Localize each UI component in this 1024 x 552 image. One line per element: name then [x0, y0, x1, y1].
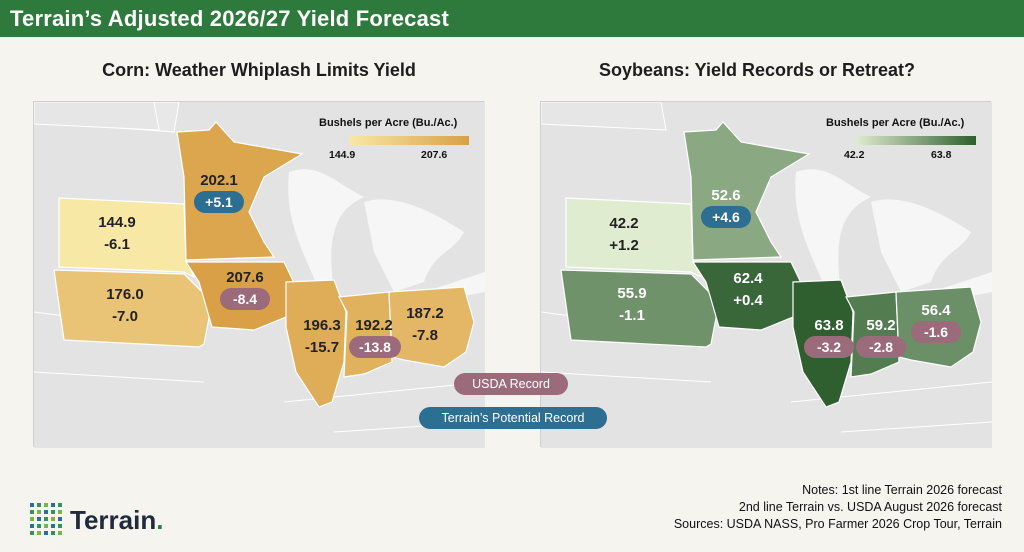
terrain-logo-icon — [30, 503, 62, 535]
soy-map-svg — [541, 102, 992, 448]
corn-mn-diff: +5.1 — [194, 191, 244, 213]
corn-il-diff: -15.7 — [304, 339, 340, 356]
corn-legend-gradient — [349, 136, 469, 145]
notes-line-1: Notes: 1st line Terrain 2026 forecast — [802, 483, 1002, 497]
soy-mn-value: 52.6 — [711, 187, 741, 204]
logo-dot — [44, 510, 48, 514]
lake-huron — [364, 199, 464, 292]
logo-dot — [37, 517, 41, 521]
logo-text: Terrain — [70, 505, 157, 535]
logo-dot — [30, 503, 34, 507]
logo-wordmark: Terrain. — [70, 505, 163, 536]
notes-block: Notes: 1st line Terrain 2026 forecast 2n… — [674, 482, 1002, 533]
corn-ia-diff: -8.4 — [220, 288, 270, 310]
corn-oh-value: 187.2 — [406, 305, 444, 322]
page-title: Terrain’s Adjusted 2026/27 Yield Forecas… — [0, 0, 1024, 37]
logo-dot — [58, 503, 62, 507]
logo-mark: . — [156, 505, 164, 535]
state-nebraska — [53, 269, 213, 348]
logo-dot — [30, 524, 34, 528]
soy-legend-title: Bushels per Acre (Bu./Ac.) — [826, 117, 965, 129]
logo-dot — [51, 510, 55, 514]
corn-sd-value: 144.9 — [98, 214, 136, 231]
state-iowa — [691, 261, 804, 331]
logo-dot — [58, 510, 62, 514]
soy-sd-value: 42.2 — [609, 215, 639, 232]
logo-dot — [30, 531, 34, 535]
notes-line-2: 2nd line Terrain vs. USDA August 2026 fo… — [738, 500, 1002, 514]
state-ohio — [388, 286, 475, 368]
corn-oh-diff: -7.8 — [412, 327, 438, 344]
nd-shape — [541, 102, 667, 131]
logo-dot — [30, 510, 34, 514]
logo-dot — [44, 517, 48, 521]
soy-ne-diff: -1.1 — [619, 307, 645, 324]
logo-dot — [51, 517, 55, 521]
soy-oh-value: 56.4 — [921, 302, 951, 319]
corn-mn-value: 202.1 — [200, 172, 238, 189]
logo-dot — [37, 524, 41, 528]
state-nebraska — [560, 269, 720, 348]
state-illinois — [285, 279, 347, 408]
corn-ia-value: 207.6 — [226, 269, 264, 286]
corn-map-svg — [34, 102, 485, 448]
soy-legend-gradient — [856, 136, 976, 145]
soy-legend-min: 42.2 — [844, 149, 865, 161]
logo-dot — [51, 524, 55, 528]
corn-map-title: Corn: Weather Whiplash Limits Yield — [102, 60, 416, 80]
logo-dot — [58, 517, 62, 521]
logo-dot — [44, 524, 48, 528]
corn-legend-title: Bushels per Acre (Bu./Ac.) — [319, 117, 458, 129]
corn-il-value: 196.3 — [303, 317, 341, 334]
logo-dot — [30, 517, 34, 521]
lake-michigan — [795, 169, 871, 302]
soy-mn-diff: +4.6 — [701, 206, 751, 228]
corn-in-value: 192.2 — [355, 317, 393, 334]
corn-legend-max: 207.6 — [421, 149, 448, 161]
soy-legend-max: 63.8 — [931, 149, 952, 161]
corn-legend-min: 144.9 — [329, 149, 356, 161]
soy-il-diff: -3.2 — [804, 336, 854, 358]
logo-dot — [44, 503, 48, 507]
soy-ia-value: 62.4 — [733, 270, 763, 287]
soy-ne-value: 55.9 — [617, 285, 647, 302]
logo-dot — [37, 531, 41, 535]
corn-in-diff: -13.8 — [349, 336, 401, 358]
soy-in-value: 59.2 — [866, 317, 896, 334]
logo-dot — [44, 531, 48, 535]
logo-dot — [37, 510, 41, 514]
state-south-dakota — [58, 197, 196, 279]
potential-record-key: Terrain’s Potential Record — [419, 407, 607, 429]
nd-shape — [34, 102, 160, 131]
corn-map: Bushels per Acre (Bu./Ac.) 144.9 207.6 2… — [33, 101, 485, 448]
logo-dot — [58, 524, 62, 528]
lake-michigan — [288, 169, 364, 302]
soy-sd-diff: +1.2 — [609, 237, 639, 254]
soy-map: Bushels per Acre (Bu./Ac.) 42.2 63.8 52.… — [540, 101, 992, 448]
state-south-dakota — [565, 197, 703, 279]
logo-dot — [51, 531, 55, 535]
soy-ia-diff: +0.4 — [733, 292, 763, 309]
lake-huron — [871, 199, 971, 292]
corn-ne-diff: -7.0 — [112, 308, 138, 325]
notes-line-3: Sources: USDA NASS, Pro Farmer 2026 Crop… — [673, 517, 1002, 531]
soy-oh-diff: -1.6 — [911, 321, 961, 343]
soy-il-value: 63.8 — [814, 317, 844, 334]
corn-ne-value: 176.0 — [106, 286, 144, 303]
corn-sd-diff: -6.1 — [104, 236, 130, 253]
soy-in-diff: -2.8 — [856, 336, 906, 358]
logo-dot — [51, 503, 55, 507]
usda-record-key: USDA Record — [454, 373, 568, 395]
logo-dot — [37, 503, 41, 507]
soy-map-title: Soybeans: Yield Records or Retreat? — [598, 60, 916, 80]
logo-dot — [58, 531, 62, 535]
